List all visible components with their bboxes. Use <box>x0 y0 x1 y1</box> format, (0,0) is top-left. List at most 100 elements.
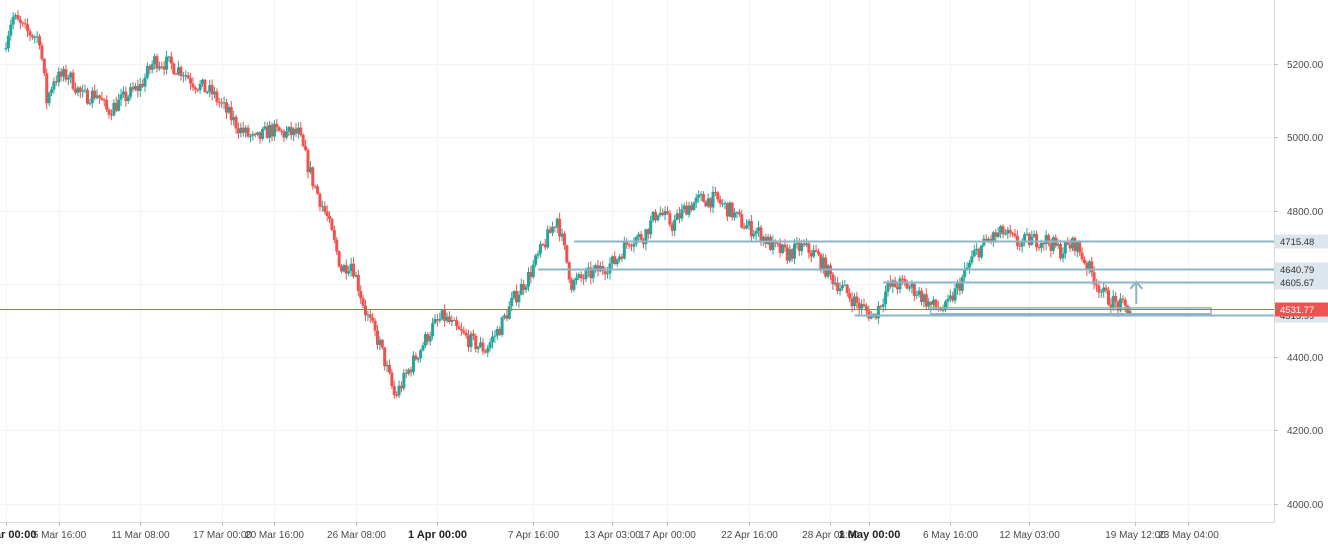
candle-up[interactable] <box>268 124 272 138</box>
candle-down[interactable] <box>371 317 375 321</box>
candle-down[interactable] <box>359 290 363 299</box>
candle-down[interactable] <box>783 244 787 248</box>
candle-down[interactable] <box>172 63 176 74</box>
candle-down[interactable] <box>620 256 624 259</box>
candle-down[interactable] <box>210 85 214 95</box>
candle-down[interactable] <box>373 320 377 331</box>
candle-down[interactable] <box>831 274 835 285</box>
candle-up[interactable] <box>651 211 655 221</box>
candle-up[interactable] <box>397 385 401 396</box>
candle-down[interactable] <box>179 67 183 77</box>
candle-down[interactable] <box>905 282 909 289</box>
candle-down[interactable] <box>455 320 459 327</box>
candle-down[interactable] <box>215 91 219 102</box>
candle-up[interactable] <box>946 298 950 302</box>
candle-down[interactable] <box>1027 233 1031 245</box>
candle-up[interactable] <box>526 272 530 287</box>
candle-up[interactable] <box>745 225 749 229</box>
candle-down[interactable] <box>131 87 135 90</box>
candle-up[interactable] <box>761 236 765 243</box>
candle-up[interactable] <box>112 102 116 116</box>
candle-down[interactable] <box>323 206 327 212</box>
candle-up[interactable] <box>534 255 538 265</box>
candle-down[interactable] <box>1109 304 1113 309</box>
candle-up[interactable] <box>76 87 80 93</box>
candle-down[interactable] <box>1049 243 1053 251</box>
candle-up[interactable] <box>433 319 437 324</box>
candle-down[interactable] <box>395 394 399 396</box>
candle-up[interactable] <box>11 16 15 25</box>
candle-down[interactable] <box>701 194 705 202</box>
candle-down[interactable] <box>193 87 197 90</box>
candle-down[interactable] <box>1008 229 1012 234</box>
candle-down[interactable] <box>301 134 305 146</box>
candle-down[interactable] <box>54 81 58 83</box>
candle-up[interactable] <box>1128 311 1132 314</box>
candle-down[interactable] <box>778 243 782 253</box>
candle-up[interactable] <box>826 265 830 277</box>
candle-down[interactable] <box>100 97 104 100</box>
candle-up[interactable] <box>833 282 837 285</box>
candle-down[interactable] <box>294 128 298 134</box>
candle-up[interactable] <box>615 259 619 264</box>
candle-down[interactable] <box>1068 244 1072 249</box>
candle-up[interactable] <box>649 220 653 235</box>
candle-up[interactable] <box>50 89 54 94</box>
candle-down[interactable] <box>888 281 892 287</box>
candle-up[interactable] <box>507 306 511 319</box>
candle-down[interactable] <box>280 130 284 132</box>
candle-up[interactable] <box>634 237 638 244</box>
candle-up[interactable] <box>117 99 121 111</box>
candle-down[interactable] <box>984 238 988 241</box>
candle-up[interactable] <box>52 81 56 90</box>
candle-up[interactable] <box>284 131 288 138</box>
candle-up[interactable] <box>1075 242 1079 252</box>
candle-up[interactable] <box>970 256 974 263</box>
candle-down[interactable] <box>562 233 566 246</box>
candle-up[interactable] <box>88 103 92 105</box>
candle-down[interactable] <box>148 65 152 70</box>
candle-up[interactable] <box>953 288 957 301</box>
candle-down[interactable] <box>627 244 631 246</box>
candle-up[interactable] <box>1099 291 1103 293</box>
candle-up[interactable] <box>572 280 576 290</box>
candle-up[interactable] <box>965 267 969 270</box>
candle-up[interactable] <box>869 314 873 319</box>
candle-up[interactable] <box>697 194 701 198</box>
candle-down[interactable] <box>1106 290 1110 305</box>
candle-up[interactable] <box>618 256 622 260</box>
candle-up[interactable] <box>735 212 739 214</box>
candle-up[interactable] <box>416 358 420 360</box>
candle-up[interactable] <box>711 191 715 208</box>
candle-up[interactable] <box>975 248 979 251</box>
candle-down[interactable] <box>677 213 681 219</box>
candle-up[interactable] <box>1056 244 1060 246</box>
candle-up[interactable] <box>644 229 648 245</box>
candle-up[interactable] <box>1102 287 1106 292</box>
candle-down[interactable] <box>579 274 583 279</box>
candle-up[interactable] <box>891 280 895 287</box>
candle-up[interactable] <box>503 315 507 318</box>
candle-down[interactable] <box>21 22 25 24</box>
candle-down[interactable] <box>836 282 840 292</box>
candle-down[interactable] <box>903 278 907 283</box>
candle-down[interactable] <box>462 330 466 333</box>
candle-up[interactable] <box>222 102 226 104</box>
candle-down[interactable] <box>1097 285 1101 293</box>
candle-up[interactable] <box>1032 233 1036 237</box>
candle-down[interactable] <box>191 83 195 88</box>
candle-up[interactable] <box>129 87 133 97</box>
candle-up[interactable] <box>35 36 39 38</box>
candle-up[interactable] <box>133 86 137 90</box>
candle-up[interactable] <box>90 90 94 104</box>
candle-down[interactable] <box>16 15 20 20</box>
candle-down[interactable] <box>958 283 962 291</box>
candle-up[interactable] <box>991 232 995 241</box>
candle-up[interactable] <box>256 132 260 135</box>
candle-up[interactable] <box>538 244 542 254</box>
candle-down[interactable] <box>380 339 384 348</box>
candle-up[interactable] <box>519 284 523 295</box>
candle-down[interactable] <box>299 127 303 135</box>
candle-down[interactable] <box>951 295 955 301</box>
